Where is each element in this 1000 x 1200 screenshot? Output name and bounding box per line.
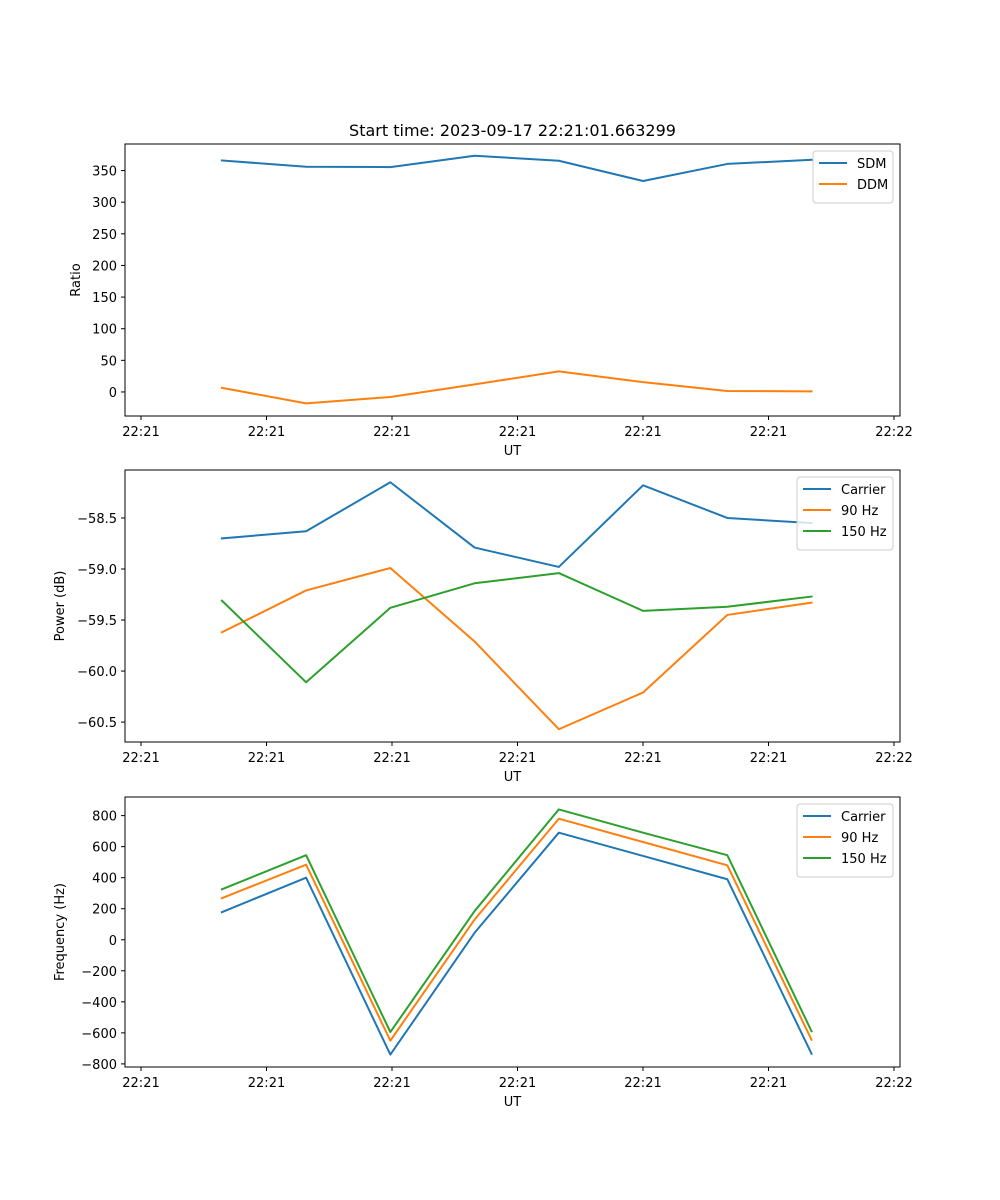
y-tick-label: 350 bbox=[92, 165, 117, 180]
y-tick-label: −800 bbox=[81, 1058, 117, 1073]
y-tick-label: 50 bbox=[100, 354, 117, 369]
x-tick-label: 22:21 bbox=[373, 751, 410, 766]
legend: Carrier 90 Hz 150 Hz bbox=[796, 803, 894, 878]
legend-label: SDM bbox=[857, 157, 886, 172]
frequency-chart-panel: 22:21 22:21 22:21 22:21 22:21 22:21 22:22 −800 −… bbox=[53, 796, 913, 1110]
series-line-carrier bbox=[220, 831, 813, 1056]
x-tick-label: 22:21 bbox=[248, 425, 285, 440]
legend-label: 150 Hz bbox=[841, 852, 887, 867]
x-tick-label: 22:21 bbox=[122, 425, 159, 440]
ratio-chart-panel: 22:21 22:21 22:21 22:21 22:21 22:21 22:22 0 50 10… bbox=[69, 143, 913, 459]
power-chart-panel: 22:21 22:21 22:21 22:21 22:21 22:21 22:22 −60.5… bbox=[53, 469, 913, 785]
plot-frame bbox=[124, 143, 901, 417]
x-tick-label: 22:21 bbox=[499, 1076, 536, 1091]
y-tick-label: −60.5 bbox=[77, 716, 117, 731]
y-tick-label: 0 bbox=[109, 386, 117, 401]
y-tick-label: 100 bbox=[92, 323, 117, 338]
legend-label: DDM bbox=[857, 178, 888, 193]
x-tick-label: 22:21 bbox=[624, 1076, 661, 1091]
series-line-150-hz bbox=[220, 808, 813, 1034]
series-line-ddm bbox=[220, 370, 813, 405]
y-tick-label: −58.5 bbox=[77, 512, 117, 527]
x-tick-label: 22:21 bbox=[248, 1076, 285, 1091]
y-tick-label: −400 bbox=[81, 996, 117, 1011]
x-axis-label: UT bbox=[504, 444, 522, 459]
y-tick-label: 200 bbox=[92, 259, 117, 274]
legend-label: Carrier bbox=[841, 810, 886, 825]
x-tick-label: 22:21 bbox=[373, 425, 410, 440]
y-tick-label: 800 bbox=[92, 810, 117, 825]
y-tick-label: 600 bbox=[92, 841, 117, 856]
series-line-90-hz bbox=[220, 566, 813, 731]
x-tick-label: 22:21 bbox=[248, 751, 285, 766]
y-tick-label: −200 bbox=[81, 965, 117, 980]
figure-title: Start time: 2023-09-17 22:21:01.663299 bbox=[349, 121, 676, 140]
x-tick-label: 22:21 bbox=[373, 1076, 410, 1091]
y-tick-label: 200 bbox=[92, 903, 117, 918]
legend-label: 90 Hz bbox=[841, 504, 878, 519]
x-tick-label: 22:22 bbox=[875, 751, 912, 766]
y-tick-label: −600 bbox=[81, 1027, 117, 1042]
legend: Carrier 90 Hz 150 Hz bbox=[796, 476, 894, 551]
x-tick-label: 22:21 bbox=[499, 425, 536, 440]
x-tick-label: 22:21 bbox=[750, 1076, 787, 1091]
x-tick-label: 22:21 bbox=[624, 751, 661, 766]
y-tick-label: 300 bbox=[92, 196, 117, 211]
legend-label: 90 Hz bbox=[841, 831, 878, 846]
y-axis-label: Power (dB) bbox=[53, 571, 68, 642]
y-tick-label: 0 bbox=[109, 934, 117, 949]
y-axis-label: Ratio bbox=[69, 263, 84, 296]
y-tick-label: 150 bbox=[92, 291, 117, 306]
x-tick-label: 22:21 bbox=[499, 751, 536, 766]
legend: SDM DDM bbox=[812, 150, 894, 204]
x-tick-label: 22:21 bbox=[122, 751, 159, 766]
legend-label: Carrier bbox=[841, 483, 886, 498]
series-line-sdm bbox=[220, 154, 813, 182]
plot-frame bbox=[124, 796, 901, 1068]
x-tick-label: 22:22 bbox=[875, 1076, 912, 1091]
y-tick-label: 400 bbox=[92, 872, 117, 887]
legend-label: 150 Hz bbox=[841, 525, 887, 540]
y-tick-label: −59.0 bbox=[77, 563, 117, 578]
series-line-90-hz bbox=[220, 817, 813, 1042]
y-tick-label: −59.5 bbox=[77, 614, 117, 629]
plot-frame bbox=[124, 469, 901, 743]
x-tick-label: 22:21 bbox=[750, 425, 787, 440]
x-tick-label: 22:21 bbox=[624, 425, 661, 440]
x-tick-label: 22:21 bbox=[122, 1076, 159, 1091]
x-axis-label: UT bbox=[504, 770, 522, 785]
x-tick-label: 22:21 bbox=[750, 751, 787, 766]
y-axis-label: Frequency (Hz) bbox=[53, 883, 68, 981]
series-line-carrier bbox=[220, 481, 813, 568]
x-axis-label: UT bbox=[504, 1095, 522, 1110]
x-tick-label: 22:22 bbox=[875, 425, 912, 440]
series-line-150-hz bbox=[220, 572, 813, 684]
y-tick-label: 250 bbox=[92, 228, 117, 243]
y-tick-label: −60.0 bbox=[77, 665, 117, 680]
